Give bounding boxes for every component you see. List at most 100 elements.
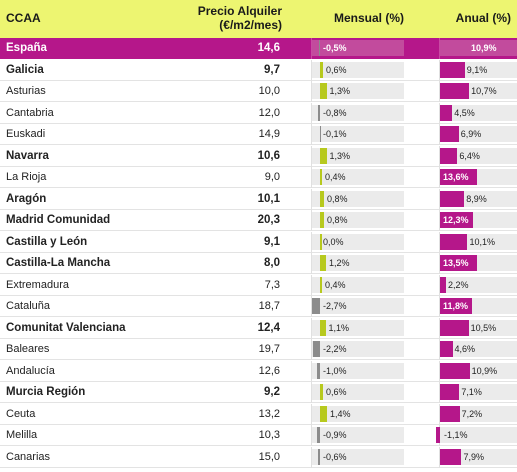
column-divider	[439, 339, 440, 360]
column-divider	[439, 188, 440, 210]
anual-track	[440, 341, 517, 357]
header-ccaa[interactable]: CCAA	[6, 11, 41, 25]
table-row[interactable]: Euskadi 14,9 -0,1% 6,9%	[0, 124, 517, 145]
column-divider	[311, 360, 312, 382]
mensual-label: 0,0%	[323, 236, 344, 247]
ccaa-name: Asturias	[6, 85, 46, 97]
mensual-bar	[320, 384, 323, 400]
anual-bar	[440, 104, 453, 121]
anual-bar	[436, 427, 440, 443]
ccaa-name: Euskadi	[6, 128, 46, 140]
mensual-bar	[320, 405, 327, 422]
mensual-bar	[318, 448, 320, 465]
mensual-label: 0,8%	[327, 193, 348, 204]
ccaa-name: Murcia Región	[6, 386, 86, 398]
column-divider	[311, 382, 312, 403]
anual-bar	[440, 147, 458, 164]
anual-track	[440, 427, 517, 443]
table-row[interactable]: Aragón 10,1 0,8% 8,9%	[0, 188, 517, 210]
table-row[interactable]: Murcia Región 9,2 0,6% 7,1%	[0, 382, 517, 403]
mensual-label: -0,8%	[323, 107, 347, 118]
mensual-bar	[320, 61, 323, 78]
table-row[interactable]: Andalucía 12,6 -1,0% 10,9%	[0, 360, 517, 382]
price-value: 10,1	[257, 192, 280, 205]
column-divider	[311, 296, 312, 317]
anual-label: 10,5%	[470, 322, 497, 333]
ccaa-name: Galicia	[6, 63, 44, 76]
column-divider	[439, 38, 440, 59]
anual-label: 4,6%	[454, 344, 476, 354]
mensual-bar	[320, 255, 326, 271]
column-divider	[311, 253, 312, 274]
mensual-label: 1,3%	[329, 86, 351, 96]
mensual-track	[312, 147, 404, 164]
column-divider	[311, 59, 312, 81]
mensual-track	[312, 319, 404, 336]
table-row[interactable]: Castilla-La Mancha 8,0 1,2% 13,5%	[0, 253, 517, 274]
mensual-track	[312, 212, 404, 228]
header-anual[interactable]: Anual (%)	[455, 11, 511, 25]
table-row[interactable]: Baleares 19,7 -2,2% 4,6%	[0, 339, 517, 360]
table-row[interactable]: Melilla 10,3 -0,9% -1,1%	[0, 425, 517, 446]
mensual-track	[312, 169, 404, 185]
anual-label: 10,9%	[471, 365, 498, 376]
mensual-bar	[313, 341, 320, 357]
column-divider	[311, 317, 312, 339]
column-divider	[439, 124, 440, 145]
price-value: 14,6	[257, 42, 280, 54]
mensual-bar	[317, 362, 320, 379]
mensual-bar	[317, 427, 320, 443]
mensual-bar	[320, 319, 326, 336]
mensual-label: -2,7%	[323, 301, 347, 311]
anual-track	[440, 40, 517, 56]
anual-track	[440, 126, 517, 142]
table-row[interactable]: Comunitat Valenciana 12,4 1,1% 10,5%	[0, 317, 517, 339]
anual-label: 7,1%	[461, 387, 482, 397]
header-mensual[interactable]: Mensual (%)	[333, 11, 404, 25]
mensual-label: 0,6%	[326, 387, 347, 397]
price-value: 9,0	[264, 171, 280, 183]
mensual-label: 0,4%	[325, 172, 346, 182]
mensual-label: 1,2%	[329, 258, 350, 268]
mensual-label: -0,5%	[323, 43, 347, 53]
table-row[interactable]: Canarias 15,0 -0,6% 7,9%	[0, 446, 517, 468]
table-row[interactable]: Extremadura 7,3 0,4% 2,2%	[0, 274, 517, 296]
table-row[interactable]: Ceuta 13,2 1,4% 7,2%	[0, 403, 517, 425]
table-row[interactable]: Navarra 10,6 1,3% 6,4%	[0, 145, 517, 167]
table-row[interactable]: La Rioja 9,0 0,4% 13,6%	[0, 167, 517, 188]
anual-label: 6,9%	[460, 129, 482, 139]
column-divider	[439, 317, 440, 339]
mensual-track	[312, 190, 404, 207]
mensual-bar	[320, 190, 324, 207]
column-divider	[439, 231, 440, 253]
price-value: 12,0	[258, 106, 280, 119]
header-price[interactable]: Precio Alquiler (€/m2/mes)	[190, 4, 282, 32]
table-row[interactable]: Galicia 9,7 0,6% 9,1%	[0, 59, 517, 81]
anual-track	[440, 147, 517, 164]
price-value: 13,2	[258, 407, 280, 420]
table-row[interactable]: Cataluña 18,7 -2,7% 11,8%	[0, 296, 517, 317]
mensual-track	[312, 126, 404, 142]
mensual-track	[312, 104, 404, 121]
mensual-label: 0,6%	[326, 64, 347, 75]
column-divider	[439, 446, 440, 468]
mensual-label: -0,9%	[323, 430, 347, 440]
column-divider	[311, 81, 312, 102]
table-row[interactable]: Cantabria 12,0 -0,8% 4,5%	[0, 102, 517, 124]
ccaa-name: Castilla-La Mancha	[6, 257, 111, 269]
table-row[interactable]: España 14,6 -0,5% 10,9%	[0, 38, 517, 59]
ccaa-name: Canarias	[6, 450, 51, 463]
column-divider	[439, 145, 440, 167]
mensual-track	[312, 362, 404, 379]
anual-bar	[440, 362, 470, 379]
mensual-track	[312, 384, 404, 400]
ccaa-name: Castilla y León	[6, 235, 88, 248]
table-row[interactable]: Castilla y León 9,1 0,0% 10,1%	[0, 231, 517, 253]
column-divider	[439, 253, 440, 274]
ccaa-name: Aragón	[6, 192, 47, 205]
anual-bar	[440, 169, 477, 185]
table-row[interactable]: Asturias 10,0 1,3% 10,7%	[0, 81, 517, 102]
mensual-bar	[318, 40, 320, 56]
price-value: 15,0	[258, 450, 280, 463]
table-row[interactable]: Madrid Comunidad 20,3 0,8% 12,3%	[0, 210, 517, 231]
